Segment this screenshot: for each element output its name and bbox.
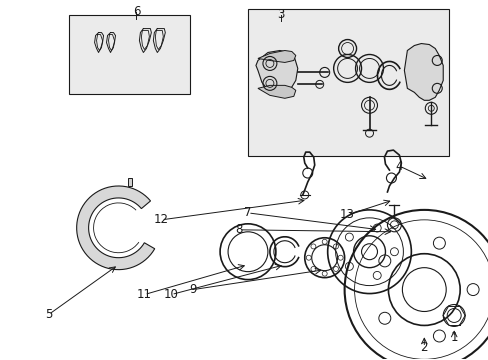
Text: 1: 1 [449,331,457,344]
Bar [247,9,448,156]
Polygon shape [258,85,295,98]
Text: 11: 11 [137,288,152,301]
Bar [68,15,190,94]
Text: 2: 2 [420,341,427,354]
Polygon shape [255,50,297,95]
Text: 10: 10 [163,288,178,301]
Text: 13: 13 [340,208,354,221]
Text: 8: 8 [235,223,242,236]
Text: 3: 3 [277,8,284,21]
Text: 6: 6 [132,5,140,18]
Text: 7: 7 [244,206,251,219]
Text: 9: 9 [189,283,197,296]
Text: 4: 4 [395,159,402,172]
Text: 12: 12 [154,213,168,226]
Polygon shape [258,50,295,62]
Polygon shape [128,178,132,186]
Text: 5: 5 [45,308,52,321]
Polygon shape [404,44,442,100]
Polygon shape [77,186,154,270]
